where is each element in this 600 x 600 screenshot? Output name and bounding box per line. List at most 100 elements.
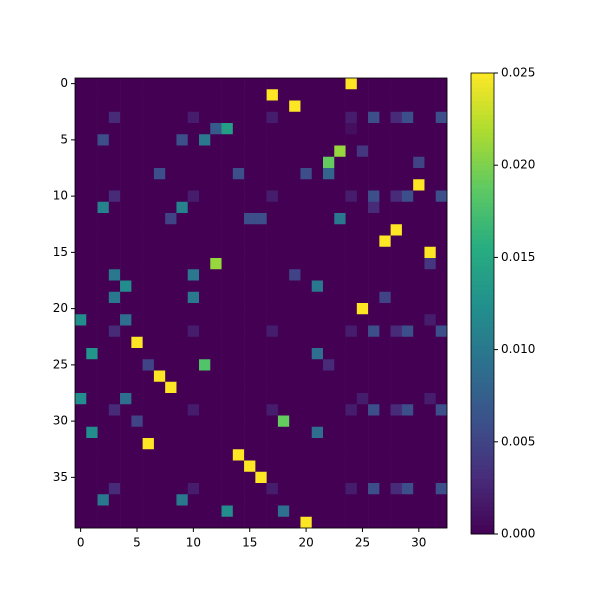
cell: [255, 123, 267, 135]
cell: [255, 111, 267, 124]
cell: [221, 235, 234, 248]
cell: [424, 516, 437, 529]
cell: [390, 179, 403, 191]
cell: [401, 404, 414, 416]
cell: [266, 404, 279, 416]
cell: [266, 314, 279, 326]
cell: [142, 134, 155, 146]
colorbar-frame: [470, 72, 495, 535]
cell: [345, 314, 358, 326]
cell: [142, 201, 155, 214]
cell: [232, 471, 245, 484]
cell: [210, 471, 222, 484]
cell: [75, 269, 87, 281]
cell: [300, 314, 313, 326]
cell: [401, 258, 414, 270]
cell: [221, 336, 234, 349]
cell: [131, 100, 143, 113]
cell: [255, 235, 267, 248]
cell: [165, 415, 177, 428]
cell: [176, 303, 189, 315]
cell: [199, 314, 211, 326]
cell: [187, 168, 200, 180]
cell: [244, 471, 256, 484]
cell: [176, 269, 189, 281]
cell: [356, 314, 369, 326]
cell: [153, 460, 166, 473]
cell: [131, 415, 143, 428]
cell: [199, 438, 211, 450]
colorbar-segment: [471, 137, 494, 143]
cell: [289, 224, 301, 236]
cell: [323, 258, 335, 270]
cell: [435, 291, 448, 304]
cell: [435, 404, 448, 416]
cell: [311, 179, 324, 191]
colorbar-segment: [471, 165, 494, 171]
cell: [401, 224, 414, 236]
cell: [187, 415, 200, 428]
cell: [266, 483, 279, 495]
cell: [345, 303, 358, 315]
colorbar-segment: [471, 358, 494, 364]
cell: [334, 449, 346, 461]
cell: [86, 415, 98, 428]
cell: [165, 460, 177, 473]
cell: [232, 89, 245, 101]
cell: [368, 168, 380, 180]
cell: [187, 471, 200, 484]
cell: [255, 438, 267, 450]
cell: [108, 145, 121, 158]
cell: [176, 325, 189, 338]
cell: [221, 494, 234, 506]
colorbar-segment: [471, 151, 494, 157]
cell: [142, 336, 155, 349]
cell: [153, 258, 166, 270]
cell: [108, 179, 121, 191]
cell: [277, 168, 290, 180]
cell: [424, 393, 437, 405]
cell: [390, 100, 403, 113]
cell: [435, 213, 448, 225]
cell: [255, 190, 267, 203]
cell: [368, 359, 380, 371]
cell: [266, 168, 279, 180]
colorbar-segment: [471, 202, 494, 208]
cell: [165, 201, 177, 214]
cell: [120, 145, 132, 158]
colorbar-segment: [471, 391, 494, 397]
cell: [210, 258, 222, 270]
cell: [356, 370, 369, 383]
cell: [345, 370, 358, 383]
cell: [221, 156, 234, 169]
cell: [244, 483, 256, 495]
cell: [368, 415, 380, 428]
cell: [221, 303, 234, 315]
cell: [75, 505, 87, 518]
cell: [108, 123, 121, 135]
cell: [199, 235, 211, 248]
cell: [120, 471, 132, 484]
cell: [255, 348, 267, 360]
plot-frame: [74, 77, 448, 529]
cell: [86, 213, 98, 225]
cell: [244, 415, 256, 428]
cell: [311, 213, 324, 225]
cell: [176, 336, 189, 349]
cell: [368, 471, 380, 484]
cell: [187, 235, 200, 248]
cell: [277, 78, 290, 90]
cell: [176, 123, 189, 135]
cell: [108, 516, 121, 529]
cell: [390, 145, 403, 158]
cell: [187, 393, 200, 405]
cell: [356, 438, 369, 450]
cell: [108, 201, 121, 214]
cell: [401, 370, 414, 383]
cell: [221, 134, 234, 146]
cell: [221, 505, 234, 518]
cell: [199, 123, 211, 135]
cell: [334, 426, 346, 439]
cell: [300, 393, 313, 405]
cell: [413, 111, 425, 124]
